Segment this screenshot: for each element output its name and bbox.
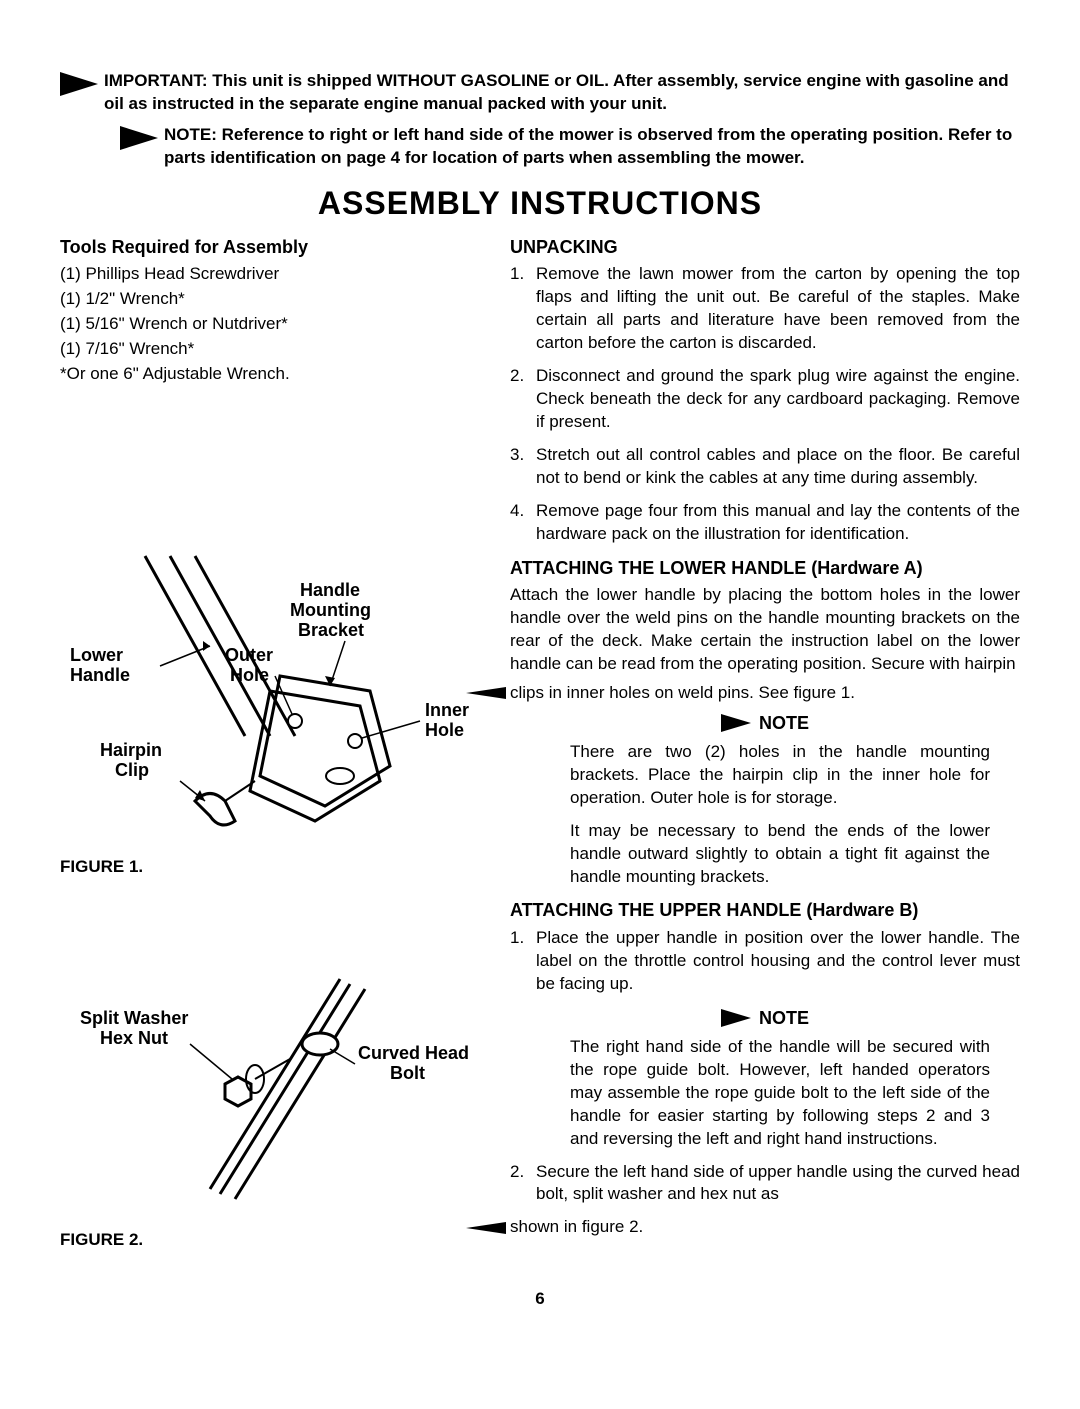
attach-lower-para: Attach the lower handle by placing the b… [510, 584, 1020, 676]
note-row: NOTE [510, 1006, 1020, 1030]
unpacking-step: Remove page four from this manual and la… [536, 501, 1020, 543]
list-item: 1.Place the upper handle in position ove… [536, 927, 1020, 996]
svg-text:Handle: Handle [300, 580, 360, 600]
unpacking-heading: UNPACKING [510, 235, 1020, 259]
note-top-callout: NOTE: Reference to right or left hand si… [120, 124, 1020, 170]
svg-text:Hairpin: Hairpin [100, 740, 162, 760]
note-body: The right hand side of the handle will b… [510, 1036, 1020, 1151]
svg-text:Outer: Outer [225, 645, 273, 665]
arrow-right-icon [120, 126, 158, 150]
important-text: This unit is shipped WITHOUT GASOLINE or… [104, 71, 1009, 113]
right-column: UNPACKING 1.Remove the lawn mower from t… [510, 235, 1020, 1262]
unpacking-list: 1.Remove the lawn mower from the carton … [510, 263, 1020, 545]
note-top-text: Reference to right or left hand side of … [164, 125, 1012, 167]
tool-item: *Or one 6" Adjustable Wrench. [60, 363, 480, 386]
arrow-left-icon [466, 687, 506, 699]
list-item: 2.Disconnect and ground the spark plug w… [536, 365, 1020, 434]
list-item: 3.Stretch out all control cables and pla… [536, 444, 1020, 490]
list-item: 1.Remove the lawn mower from the carton … [536, 263, 1020, 355]
svg-text:Bolt: Bolt [390, 1063, 425, 1083]
figure-1-svg: Lower Handle Handle Mounting Bracket Out… [60, 546, 480, 846]
svg-text:Hex Nut: Hex Nut [100, 1028, 168, 1048]
page-title: ASSEMBLY INSTRUCTIONS [60, 182, 1020, 225]
attach-lower-tail-text: clips in inner holes on weld pins. See f… [510, 682, 855, 705]
attach-upper-list-2: 2.Secure the left hand side of upper han… [510, 1161, 1020, 1207]
arrow-right-icon [60, 72, 98, 96]
note-top-body: NOTE: Reference to right or left hand si… [164, 124, 1020, 170]
unpacking-step: Stretch out all control cables and place… [536, 445, 1020, 487]
note-label: NOTE [759, 1006, 809, 1030]
svg-text:Handle: Handle [70, 665, 130, 685]
tool-item: (1) 7/16" Wrench* [60, 338, 480, 361]
tool-item: (1) Phillips Head Screwdriver [60, 263, 480, 286]
attach-upper-tail-text: shown in figure 2. [510, 1216, 643, 1239]
svg-text:Clip: Clip [115, 760, 149, 780]
svg-text:Inner: Inner [425, 700, 469, 720]
tool-item: (1) 1/2" Wrench* [60, 288, 480, 311]
attach-upper-step: Place the upper handle in position over … [536, 928, 1020, 993]
note-label: NOTE [759, 711, 809, 735]
note-top-label: NOTE: [164, 125, 217, 144]
svg-text:Hole: Hole [230, 665, 269, 685]
attach-upper-heading: ATTACHING THE UPPER HANDLE (Hardware B) [510, 898, 1020, 922]
svg-text:Bracket: Bracket [298, 620, 364, 640]
arrow-right-icon [721, 714, 751, 732]
page-number: 6 [60, 1288, 1020, 1311]
important-body: IMPORTANT: This unit is shipped WITHOUT … [104, 70, 1020, 116]
svg-text:Curved Head: Curved Head [358, 1043, 469, 1063]
important-label: IMPORTANT: [104, 71, 208, 90]
left-column: Tools Required for Assembly (1) Phillips… [60, 235, 480, 1262]
important-callout: IMPORTANT: This unit is shipped WITHOUT … [60, 70, 1020, 116]
tool-item: (1) 5/16" Wrench or Nutdriver* [60, 313, 480, 336]
unpacking-step: Disconnect and ground the spark plug wir… [536, 366, 1020, 431]
svg-text:Lower: Lower [70, 645, 123, 665]
unpacking-step: Remove the lawn mower from the carton by… [536, 264, 1020, 352]
figure-2-caption: FIGURE 2. [60, 1229, 480, 1252]
arrow-left-icon [466, 1222, 506, 1234]
attach-upper-step: Secure the left hand side of upper handl… [536, 1162, 1020, 1204]
figure-1-caption: FIGURE 1. [60, 856, 480, 879]
figure-1: Lower Handle Handle Mounting Bracket Out… [60, 536, 480, 889]
attach-lower-tail: clips in inner holes on weld pins. See f… [510, 682, 1020, 705]
note-body: There are two (2) holes in the handle mo… [510, 741, 1020, 810]
attach-lower-heading: ATTACHING THE LOWER HANDLE (Hardware A) [510, 556, 1020, 580]
svg-text:Split Washer: Split Washer [80, 1008, 188, 1028]
note-body: It may be necessary to bend the ends of … [510, 820, 1020, 889]
list-item: 2.Secure the left hand side of upper han… [536, 1161, 1020, 1207]
attach-upper-tail: shown in figure 2. [510, 1216, 1020, 1239]
svg-text:Mounting: Mounting [290, 600, 371, 620]
tools-heading: Tools Required for Assembly [60, 235, 480, 259]
attach-upper-list: 1.Place the upper handle in position ove… [510, 927, 1020, 996]
note-row: NOTE [510, 711, 1020, 735]
list-item: 4.Remove page four from this manual and … [536, 500, 1020, 546]
figure-2-svg: Split Washer Hex Nut Curved Head Bolt [60, 959, 480, 1219]
svg-text:Hole: Hole [425, 720, 464, 740]
arrow-right-icon [721, 1009, 751, 1027]
figure-2: Split Washer Hex Nut Curved Head Bolt FI… [60, 949, 480, 1262]
